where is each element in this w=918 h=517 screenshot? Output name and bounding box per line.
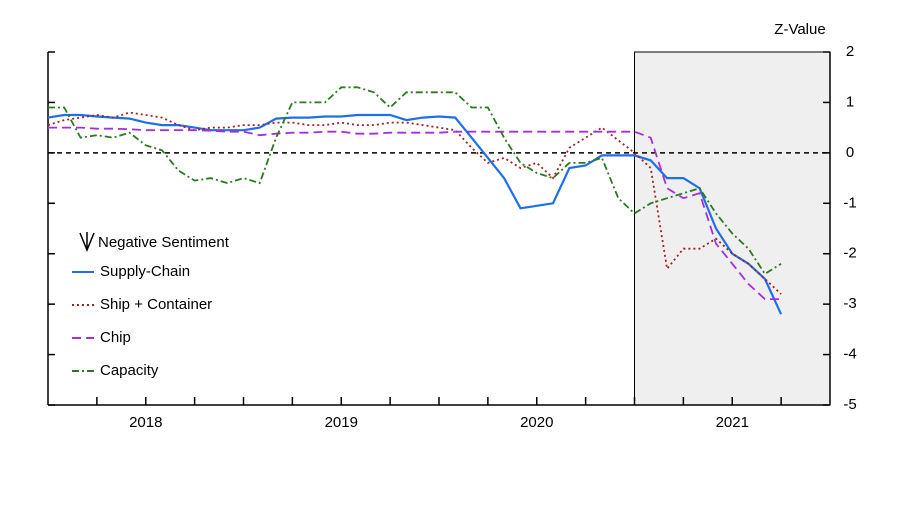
legend-label: Capacity — [100, 362, 159, 379]
y-axis-label: Z-Value — [774, 21, 825, 38]
series-line — [47, 111, 782, 295]
series-line — [48, 86, 782, 276]
series-line — [47, 113, 783, 315]
x-tick-label: 2019 — [325, 414, 358, 431]
shaded-region — [634, 51, 831, 406]
y-tick-label: -4 — [843, 346, 856, 363]
y-tick-label: 1 — [846, 93, 854, 110]
legend-label: Ship + Container — [100, 296, 212, 313]
y-tick-label: -5 — [843, 396, 856, 413]
legend-label: Chip — [100, 329, 131, 346]
x-tick-label: 2018 — [129, 414, 162, 431]
legend-arrow — [79, 232, 95, 252]
x-tick-label: 2021 — [716, 414, 749, 431]
y-tick-label: -1 — [843, 194, 856, 211]
y-tick-label: 2 — [846, 43, 854, 60]
legend-label: Supply-Chain — [100, 263, 190, 280]
series-line — [48, 126, 782, 300]
legend-title: Negative Sentiment — [98, 234, 230, 251]
y-tick-label: 0 — [846, 144, 854, 161]
y-tick-label: -3 — [843, 295, 856, 312]
x-tick-label: 2020 — [520, 414, 553, 431]
y-tick-label: -2 — [843, 245, 856, 262]
